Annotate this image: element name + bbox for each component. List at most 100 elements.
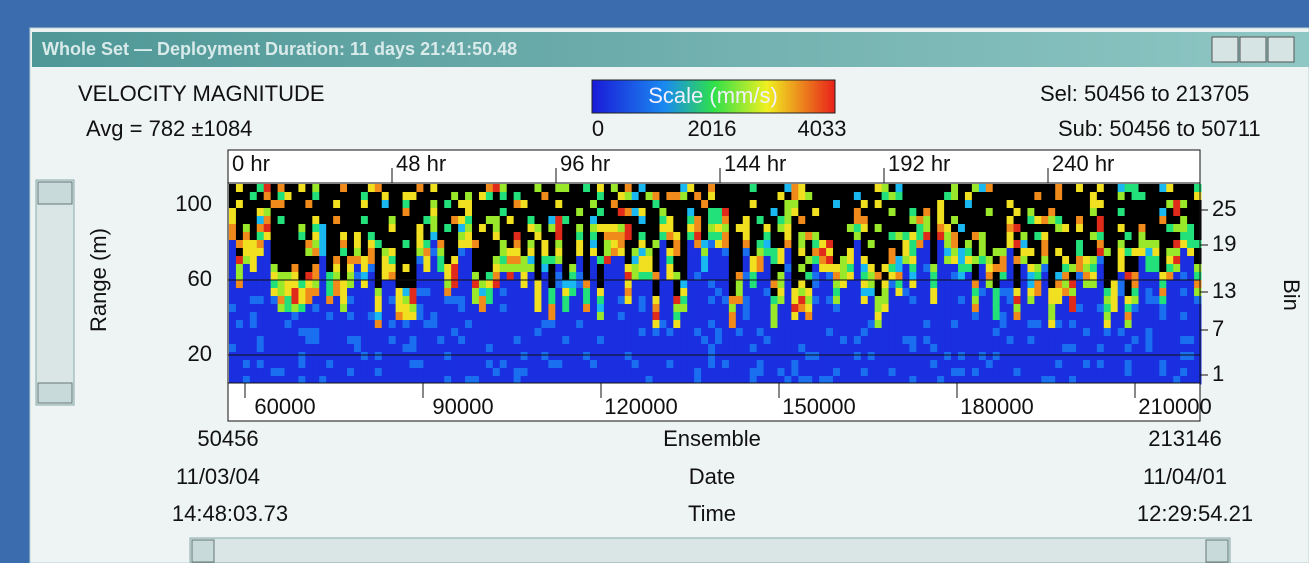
heatmap-cell bbox=[764, 216, 771, 225]
heatmap-cell bbox=[1000, 360, 1007, 369]
heatmap-cell bbox=[861, 192, 868, 201]
heatmap-cell bbox=[687, 224, 694, 233]
heatmap-cell bbox=[1083, 208, 1090, 217]
heatmap-cell bbox=[757, 216, 764, 225]
heatmap-cell bbox=[777, 240, 784, 249]
heatmap-cell bbox=[771, 368, 778, 377]
heatmap-cell bbox=[1104, 368, 1111, 377]
heatmap-cell bbox=[1132, 192, 1139, 201]
heatmap-cell bbox=[541, 368, 548, 377]
heatmap-cell bbox=[444, 208, 451, 217]
heatmap-cell bbox=[271, 312, 278, 321]
heatmap-cell bbox=[548, 232, 555, 241]
heatmap-cell bbox=[1014, 304, 1021, 313]
heatmap-cell bbox=[465, 272, 472, 281]
heatmap-cell bbox=[889, 352, 896, 361]
heatmap-cell bbox=[764, 240, 771, 249]
heatmap-cell bbox=[1083, 184, 1090, 193]
heatmap-cell bbox=[1007, 288, 1014, 297]
heatmap-cell bbox=[416, 280, 423, 289]
heatmap-cell bbox=[278, 240, 285, 249]
heatmap-cell bbox=[416, 248, 423, 257]
heatmap-cell bbox=[278, 304, 285, 313]
heatmap-cell bbox=[319, 272, 326, 281]
heatmap-cell bbox=[416, 352, 423, 361]
heatmap-cell bbox=[1097, 264, 1104, 273]
heatmap-cell bbox=[361, 280, 368, 289]
heatmap-cell bbox=[465, 216, 472, 225]
heatmap-cell bbox=[312, 240, 319, 249]
heatmap-cell bbox=[361, 304, 368, 313]
heatmap-cell bbox=[972, 304, 979, 313]
heatmap-cell bbox=[944, 296, 951, 305]
heatmap-cell bbox=[750, 272, 757, 281]
heatmap-cell bbox=[694, 352, 701, 361]
minimize-button[interactable] bbox=[1212, 37, 1238, 62]
heatmap-cell bbox=[1000, 248, 1007, 257]
heatmap-cell bbox=[1076, 216, 1083, 225]
maximize-button[interactable] bbox=[1240, 37, 1266, 62]
heatmap-cell bbox=[1090, 272, 1097, 281]
heatmap-cell bbox=[680, 264, 687, 273]
vertical-scrollbar[interactable] bbox=[36, 180, 74, 405]
heatmap-cell bbox=[326, 200, 333, 209]
heatmap-cell bbox=[889, 248, 896, 257]
heatmap-cell bbox=[708, 320, 715, 329]
heatmap-cell bbox=[646, 344, 653, 353]
heatmap-cell bbox=[673, 304, 680, 313]
heatmap-cell bbox=[680, 248, 687, 257]
heatmap-cell bbox=[1104, 200, 1111, 209]
heatmap-cell bbox=[1090, 192, 1097, 201]
heatmap-cell bbox=[500, 304, 507, 313]
heatmap-cell bbox=[854, 328, 861, 337]
heatmap-cell bbox=[736, 320, 743, 329]
heatmap-cell bbox=[1034, 320, 1041, 329]
heatmap-cell bbox=[319, 352, 326, 361]
heatmap-cell bbox=[687, 360, 694, 369]
heatmap-cell bbox=[305, 368, 312, 377]
heatmap-cell bbox=[271, 336, 278, 345]
heatmap-cell bbox=[764, 232, 771, 241]
heatmap-cell bbox=[1090, 248, 1097, 257]
heatmap-cell bbox=[1027, 296, 1034, 305]
heatmap-cell bbox=[687, 264, 694, 273]
heatmap-cell bbox=[909, 368, 916, 377]
heatmap-cell bbox=[1159, 232, 1166, 241]
heatmap-cell bbox=[1000, 280, 1007, 289]
horizontal-scrollbar[interactable] bbox=[190, 538, 1230, 563]
close-button[interactable] bbox=[1268, 37, 1294, 62]
heatmap-cell bbox=[833, 344, 840, 353]
window-buttons[interactable] bbox=[1212, 37, 1294, 62]
heatmap-cell bbox=[375, 312, 382, 321]
heatmap-cell bbox=[1090, 360, 1097, 369]
heatmap-cell bbox=[583, 200, 590, 209]
heatmap-cell bbox=[909, 280, 916, 289]
heatmap-cell bbox=[444, 232, 451, 241]
heatmap-cell bbox=[423, 208, 430, 217]
screen: Whole Set — Deployment Duration: 11 days… bbox=[0, 0, 1309, 563]
heatmap-cell bbox=[673, 336, 680, 345]
heatmap-cell bbox=[382, 296, 389, 305]
heatmap-cell bbox=[625, 352, 632, 361]
heatmap-cell bbox=[896, 264, 903, 273]
heatmap-cell bbox=[298, 328, 305, 337]
heatmap-cell bbox=[979, 272, 986, 281]
heatmap-cell bbox=[1090, 224, 1097, 233]
heatmap-cell bbox=[882, 352, 889, 361]
heatmap-cell bbox=[361, 216, 368, 225]
heatmap-cell bbox=[1125, 264, 1132, 273]
heatmap-cell bbox=[444, 192, 451, 201]
heatmap-cell bbox=[375, 264, 382, 273]
heatmap-cell bbox=[451, 288, 458, 297]
heatmap-cell bbox=[951, 216, 958, 225]
heatmap-cell bbox=[875, 328, 882, 337]
heatmap-cell bbox=[410, 240, 417, 249]
heatmap-cell bbox=[375, 240, 382, 249]
heatmap-cell bbox=[298, 320, 305, 329]
heatmap-cell bbox=[909, 296, 916, 305]
heatmap-cell bbox=[479, 224, 486, 233]
heatmap-cell bbox=[694, 320, 701, 329]
heatmap-cell bbox=[916, 312, 923, 321]
heatmap-cell bbox=[659, 232, 666, 241]
heatmap-cell bbox=[659, 208, 666, 217]
